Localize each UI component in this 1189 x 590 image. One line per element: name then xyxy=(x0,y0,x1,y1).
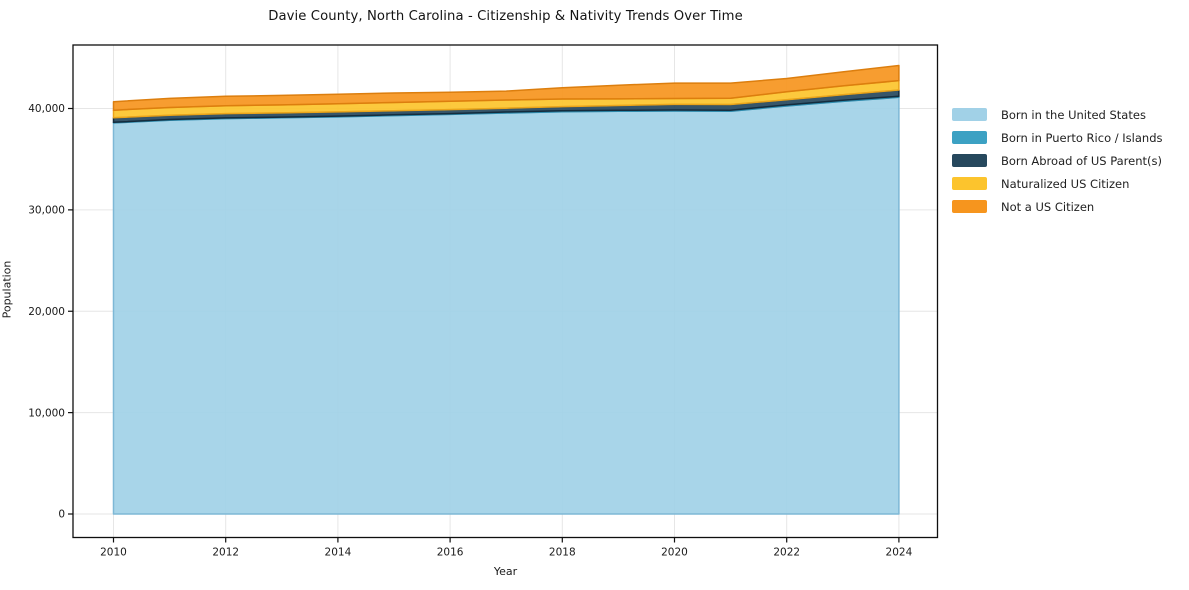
legend-swatch-naturalized xyxy=(952,177,987,190)
svg-text:0: 0 xyxy=(58,509,65,521)
x-axis-label: Year xyxy=(493,565,518,578)
legend-label: Born in the United States xyxy=(1001,107,1146,122)
legend-item: Born Abroad of US Parent(s) xyxy=(952,149,1163,172)
svg-text:2018: 2018 xyxy=(549,547,576,559)
legend-item: Born in Puerto Rico / Islands xyxy=(952,126,1163,149)
legend-item: Born in the United States xyxy=(952,103,1163,126)
svg-text:2014: 2014 xyxy=(325,547,352,559)
legend-swatch-born-abroad xyxy=(952,154,987,167)
svg-text:2022: 2022 xyxy=(773,547,800,559)
legend-label: Born Abroad of US Parent(s) xyxy=(1001,153,1162,168)
svg-text:2020: 2020 xyxy=(661,547,688,559)
legend-label: Not a US Citizen xyxy=(1001,199,1095,214)
svg-text:20,000: 20,000 xyxy=(28,306,65,318)
legend-label: Naturalized US Citizen xyxy=(1001,176,1130,191)
svg-text:2024: 2024 xyxy=(886,547,913,559)
legend-swatch-born-us xyxy=(952,108,987,121)
svg-text:2016: 2016 xyxy=(437,547,464,559)
legend: Born in the United States Born in Puerto… xyxy=(952,103,1163,218)
svg-text:2010: 2010 xyxy=(100,547,127,559)
legend-swatch-puerto-rico xyxy=(952,131,987,144)
svg-text:40,000: 40,000 xyxy=(28,103,65,115)
y-axis-label: Population xyxy=(0,260,14,319)
legend-item: Naturalized US Citizen xyxy=(952,172,1163,195)
svg-text:2012: 2012 xyxy=(212,547,239,559)
legend-swatch-not-citizen xyxy=(952,200,987,213)
svg-text:10,000: 10,000 xyxy=(28,407,65,419)
legend-label: Born in Puerto Rico / Islands xyxy=(1001,130,1163,145)
svg-text:30,000: 30,000 xyxy=(28,205,65,217)
legend-item: Not a US Citizen xyxy=(952,195,1163,218)
chart-title: Davie County, North Carolina - Citizensh… xyxy=(268,9,743,24)
